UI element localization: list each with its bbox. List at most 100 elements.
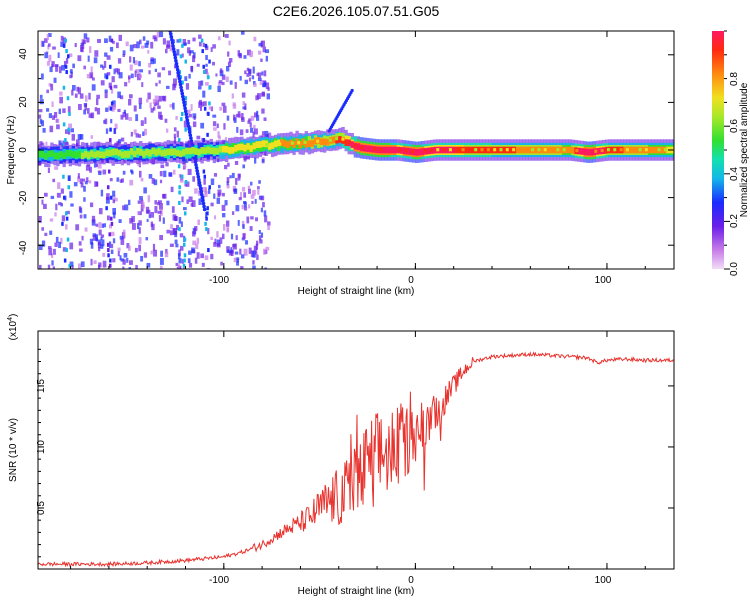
spectrogram-chirp-point: [201, 198, 205, 203]
spectrogram-noise-cell: [128, 260, 133, 265]
spectrogram-ridge-peak: [505, 148, 509, 152]
spectrogram-ridge-peak: [417, 150, 421, 154]
spectrogram-streak-cell: [181, 43, 184, 48]
spectrogram-noise-cell: [253, 36, 257, 42]
spectrogram-noise-cell: [56, 192, 61, 198]
spectrogram-noise-cell: [192, 37, 196, 42]
spectrogram-noise-cell: [242, 164, 246, 169]
spectrogram-noise-cell: [252, 189, 256, 196]
spectrogram-noise-cell: [190, 104, 193, 111]
spectrogram-noise-cell: [112, 100, 116, 108]
spectrogram-noise-cell: [59, 91, 63, 96]
spectrogram-noise-cell: [262, 46, 266, 53]
spectrogram-noise-cell: [157, 72, 161, 78]
spectrogram-noise-cell: [52, 46, 56, 50]
spectrogram-noise-cell: [140, 255, 144, 262]
spectrogram-noise-cell: [78, 103, 82, 111]
spectrogram-noise-cell: [230, 249, 234, 256]
spectrogram-noise-cell: [218, 135, 221, 140]
colorbar-ticks: [724, 30, 730, 270]
spectrogram-ridge-peak: [632, 148, 636, 152]
spectrogram-noise-cell: [97, 163, 102, 169]
spectrogram-noise-cell: [229, 80, 233, 85]
spectrogram-noise-cell: [243, 248, 248, 256]
spectrogram-streak-cell: [183, 211, 187, 216]
spectrogram-noise-cell: [138, 220, 142, 226]
colorbar-tick-label: 0.0: [729, 262, 740, 276]
spectrogram-ridge-peak: [606, 148, 610, 152]
spectrogram-streak-cell: [183, 258, 186, 263]
spectrogram-noise-cell: [176, 39, 180, 43]
spectrogram-ridge-peak: [328, 138, 332, 142]
spectrogram-noise-cell: [112, 238, 116, 244]
spectrogram-noise-cell: [179, 233, 184, 238]
snr-series-line: [38, 351, 674, 568]
spectrogram-noise-cell: [85, 164, 90, 171]
spectrogram-noise-cell: [133, 129, 137, 135]
spectrogram-noise-cell: [71, 133, 76, 141]
spectrogram-noise-cell: [113, 68, 116, 75]
spectrogram-ridge-peak: [429, 148, 433, 152]
spectrogram-noise-cell: [221, 204, 226, 211]
spectrogram-ridge-peak: [575, 148, 579, 153]
spectrogram-ridge-cell: [623, 146, 627, 154]
spectrogram-streak-cell: [184, 179, 188, 184]
spectrogram-noise-cell: [264, 215, 268, 223]
spectrogram-noise-cell: [106, 72, 111, 76]
spectrogram-streak-cell: [207, 248, 210, 253]
spectrogram-noise-cell: [202, 90, 206, 98]
spectrogram-noise-cell: [41, 240, 46, 247]
spectrogram-noise-cell: [122, 111, 127, 118]
spectrogram-streak-cell: [203, 174, 207, 179]
spectrogram-noise-cell: [204, 255, 209, 261]
spectrogram-noise-cell: [117, 250, 120, 257]
spectrogram-noise-cell: [267, 221, 271, 226]
spectrogram-noise-cell: [116, 42, 119, 49]
spectrogram-noise-cell: [179, 177, 184, 183]
spectrogram-noise-cell: [226, 181, 229, 186]
spectrogram-ridge-peak: [625, 148, 629, 152]
spectrogram-noise-cell: [39, 264, 42, 269]
spectrogram-noise-cell: [216, 197, 221, 204]
spectrogram-noise-cell: [176, 130, 179, 138]
spectrogram-noise-cell: [131, 170, 134, 175]
spectrogram-noise-cell: [158, 95, 162, 102]
spectrogram-ridge-cell: [224, 146, 229, 153]
spectrogram-noise-cell: [80, 45, 83, 52]
spectrogram-noise-cell: [83, 197, 86, 202]
spectrogram-noise-cell: [154, 95, 159, 103]
spectrogram-noise-cell: [250, 216, 254, 220]
spectrogram-noise-cell: [148, 214, 151, 219]
spectrogram-noise-cell: [79, 178, 83, 184]
spectrogram-noise-cell: [128, 199, 131, 206]
spectrogram-chirp-point: [176, 70, 181, 75]
spectrogram-noise-cell: [65, 58, 69, 64]
spectrogram-noise-cell: [111, 88, 114, 94]
spectrogram-noise-cell: [248, 69, 252, 77]
spectrogram-noise-cell: [196, 237, 200, 244]
spectrogram-noise-cell: [97, 39, 101, 43]
spectrogram-noise-cell: [48, 113, 53, 119]
spectrogram-noise-cell: [126, 257, 129, 263]
spectrogram-noise-cell: [192, 176, 196, 182]
spectrogram-noise-cell: [263, 117, 267, 121]
spectrogram-noise-cell: [264, 130, 269, 138]
spectrogram-noise-cell: [233, 243, 237, 250]
spectrogram-streak-cell: [206, 211, 209, 216]
colorbar-gradient: [712, 31, 724, 269]
spectrogram-noise-cell: [51, 260, 54, 266]
spectrogram-noise-cell: [159, 31, 164, 38]
spectrogram-noise-cell: [148, 70, 151, 75]
spectrogram-streak-cell: [201, 49, 204, 54]
spectrogram-streak-cell: [208, 185, 211, 190]
spectrogram-noise-cell: [103, 120, 106, 124]
spectrogram-ridge-peak: [360, 146, 364, 150]
spectrogram-noise-cell: [105, 196, 110, 204]
spectrogram-noise-cell: [84, 227, 88, 232]
spectrogram-noise-cell: [71, 89, 74, 96]
spectrogram-noise-cell: [251, 75, 255, 80]
spectrogram-noise-cell: [153, 58, 156, 64]
spectrogram-chirp-point: [182, 100, 186, 105]
spectrogram-noise-cell: [48, 33, 52, 38]
spectrogram-noise-cell: [98, 247, 101, 252]
